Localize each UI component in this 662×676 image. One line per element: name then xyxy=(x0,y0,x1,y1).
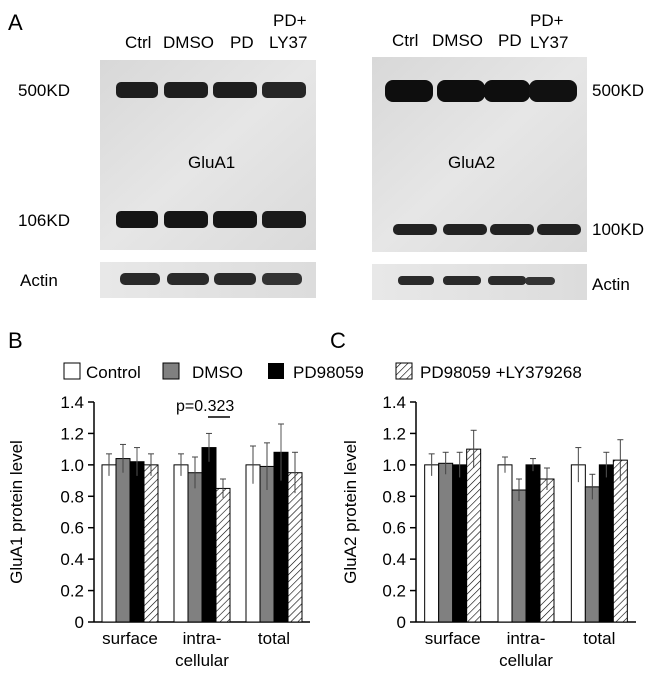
marker-label: 100KD xyxy=(592,220,644,239)
bar xyxy=(612,459,628,623)
lane-label: PD xyxy=(230,33,254,52)
x-tick-label: total xyxy=(583,629,615,648)
lane-label: PD+ xyxy=(530,11,564,30)
bar xyxy=(129,461,145,623)
p-value-annotation: p=0.323 xyxy=(176,398,234,415)
legend-label: Control xyxy=(86,363,141,382)
y-tick-label: 0.4 xyxy=(382,550,406,569)
lane-label: DMSO xyxy=(432,31,483,50)
blot-right: Ctrl DMSO PD PD+ LY37 GluA2 500KD 100KD … xyxy=(372,11,644,300)
legend-swatch-control xyxy=(63,362,81,380)
bar xyxy=(187,472,203,623)
x-tick-label: intra- xyxy=(507,629,546,648)
bar xyxy=(438,462,454,623)
legend-label: PD98059 +LY379268 xyxy=(420,363,582,382)
y-tick-label: 0.2 xyxy=(382,582,406,601)
bar xyxy=(539,478,555,623)
bar xyxy=(143,464,159,623)
bar xyxy=(173,464,189,623)
lane-label: PD xyxy=(498,31,522,50)
panel-label-b: B xyxy=(8,328,23,353)
protein-label: GluA1 xyxy=(188,153,235,172)
x-tick-label: cellular xyxy=(175,651,229,670)
bar xyxy=(245,464,261,623)
y-tick-label: 1.4 xyxy=(60,393,84,412)
y-axis-label: GluA2 protein level xyxy=(341,440,360,584)
y-tick-label: 0.8 xyxy=(60,487,84,506)
bar xyxy=(570,464,586,623)
bar xyxy=(215,487,231,623)
bar xyxy=(584,486,600,623)
x-tick-label: intra- xyxy=(183,629,222,648)
x-tick-label: surface xyxy=(102,629,158,648)
x-tick-label: total xyxy=(258,629,290,648)
legend-swatch-pd-ly xyxy=(395,362,413,380)
panel-label-a: A xyxy=(8,10,23,35)
bands-100kd xyxy=(393,224,581,235)
y-tick-label: 0 xyxy=(397,613,406,632)
y-tick-label: 0.6 xyxy=(60,519,84,538)
bar xyxy=(115,458,131,623)
marker-label: 500KD xyxy=(592,81,644,100)
bands-500kd xyxy=(116,82,306,98)
bar xyxy=(452,464,468,623)
legend-label: DMSO xyxy=(192,363,243,382)
loading-label: Actin xyxy=(20,271,58,290)
bar xyxy=(525,464,541,623)
bar xyxy=(101,464,117,623)
protein-label: GluA2 xyxy=(448,153,495,172)
lane-label: DMSO xyxy=(163,33,214,52)
panel-label-c: C xyxy=(330,328,346,353)
y-tick-label: 0 xyxy=(75,613,84,632)
bands-106kd xyxy=(116,211,306,228)
bar xyxy=(201,447,217,623)
bar xyxy=(497,464,513,623)
x-tick-label: surface xyxy=(425,629,481,648)
loading-label: Actin xyxy=(592,275,630,294)
y-tick-label: 0.6 xyxy=(382,519,406,538)
chart-glua2: GluA2 protein level 0 0.2 0.4 0.6 0.8 1.0 1.2 1.… xyxy=(341,393,636,670)
bar xyxy=(466,448,482,623)
lane-label: Ctrl xyxy=(392,31,418,50)
legend-swatch-dmso xyxy=(162,362,180,380)
legend-swatch-pd xyxy=(268,363,284,379)
blot-left: Ctrl DMSO PD PD+ LY37 GluA1 500KD 106KD … xyxy=(18,11,316,298)
lane-label: PD+ xyxy=(273,11,307,30)
y-tick-label: 1.2 xyxy=(382,424,406,443)
marker-label: 500KD xyxy=(18,81,70,100)
chart-glua1: GluA1 protein level 0 0.2 0.4 0.6 0.8 1.0 1.2 1.… xyxy=(7,393,310,670)
bar xyxy=(424,464,440,623)
lane-label: LY37 xyxy=(269,33,307,52)
marker-label: 106KD xyxy=(18,211,70,230)
y-tick-label: 1.0 xyxy=(60,456,84,475)
bar xyxy=(511,489,527,623)
legend-label: PD98059 xyxy=(293,363,364,382)
y-tick-label: 1.0 xyxy=(382,456,406,475)
bands-actin xyxy=(120,273,302,285)
lane-label: Ctrl xyxy=(125,33,151,52)
bands-500kd xyxy=(385,80,577,102)
y-tick-label: 0.4 xyxy=(60,550,84,569)
bar xyxy=(598,464,614,623)
y-tick-label: 0.8 xyxy=(382,487,406,506)
legend: Control DMSO PD98059 PD98059 +LY379268 xyxy=(63,362,582,382)
y-tick-label: 1.2 xyxy=(60,424,84,443)
bar xyxy=(287,472,303,623)
y-axis-label: GluA1 protein level xyxy=(7,440,26,584)
x-tick-label: cellular xyxy=(499,651,553,670)
y-tick-label: 1.4 xyxy=(382,393,406,412)
y-tick-label: 0.2 xyxy=(60,582,84,601)
lane-label: LY37 xyxy=(530,33,568,52)
bands-actin xyxy=(398,276,555,285)
